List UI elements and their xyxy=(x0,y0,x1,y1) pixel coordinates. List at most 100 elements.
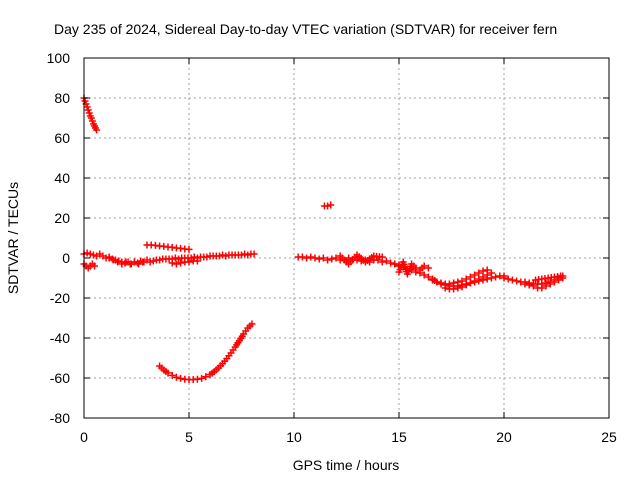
data-point xyxy=(433,278,441,286)
data-point xyxy=(424,264,432,272)
data-point xyxy=(168,259,176,267)
series-arc-f xyxy=(156,320,256,384)
data-point xyxy=(555,276,563,284)
data-point xyxy=(529,282,537,290)
plot-frame xyxy=(83,57,610,419)
data-point xyxy=(328,255,336,263)
data-point xyxy=(121,259,129,267)
data-point xyxy=(175,255,182,263)
data-point xyxy=(513,277,521,285)
data-point xyxy=(387,259,395,267)
series-arc-c xyxy=(80,260,98,272)
y-tick-label: -20 xyxy=(50,290,70,306)
data-point xyxy=(108,255,116,263)
data-point xyxy=(219,251,227,259)
data-point xyxy=(185,258,193,266)
y-tick-label: 60 xyxy=(54,130,70,146)
data-point xyxy=(238,251,245,259)
data-point xyxy=(190,253,198,261)
data-point xyxy=(168,371,176,379)
y-tick-labels: -80 -60 -40 -20 0 20 40 60 80 100 xyxy=(47,50,71,426)
data-point xyxy=(193,375,201,383)
series-arc-j xyxy=(336,251,386,268)
data-point xyxy=(91,262,98,270)
x-tick-label: 0 xyxy=(80,429,88,445)
data-point xyxy=(521,280,529,288)
data-point xyxy=(298,253,306,261)
x-tick-label: 15 xyxy=(391,429,407,445)
data-point xyxy=(471,271,479,279)
data-point xyxy=(83,249,91,257)
data-point xyxy=(118,260,126,268)
series-arc-i xyxy=(320,201,335,210)
data-point xyxy=(248,320,256,328)
data-point xyxy=(222,252,230,260)
x-tick-label: 5 xyxy=(185,429,193,445)
data-point xyxy=(450,285,458,293)
x-tick-labels: 0 5 10 15 20 25 xyxy=(80,429,617,445)
data-point xyxy=(437,279,445,287)
data-point xyxy=(466,273,474,281)
data-point xyxy=(171,254,179,262)
data-point xyxy=(462,281,470,289)
data-point xyxy=(105,254,113,262)
data-point xyxy=(177,259,185,267)
data-point xyxy=(244,251,252,259)
data-point xyxy=(164,369,172,377)
data-point xyxy=(303,254,311,262)
data-point xyxy=(412,264,420,272)
series-arc-q xyxy=(532,272,565,284)
data-point xyxy=(487,269,495,277)
data-point xyxy=(327,201,335,209)
y-tick-label: -60 xyxy=(50,370,70,386)
data-point xyxy=(319,254,327,262)
data-point xyxy=(466,279,474,287)
data-point xyxy=(391,260,399,268)
data-point xyxy=(135,260,143,268)
data-point xyxy=(93,126,101,134)
data-point xyxy=(525,281,533,289)
data-point xyxy=(250,250,258,258)
y-tick-label: 40 xyxy=(54,170,70,186)
y-tick-label: -40 xyxy=(50,330,70,346)
data-point xyxy=(504,275,512,283)
y-axis-label: SDTVAR / TECUs xyxy=(5,182,21,294)
data-point xyxy=(122,258,130,266)
data-point xyxy=(458,283,466,291)
data-point xyxy=(382,257,390,265)
axis-ticks xyxy=(83,57,610,419)
data-point xyxy=(374,256,382,264)
data-point xyxy=(500,274,508,282)
data-point xyxy=(454,284,462,292)
data-point xyxy=(420,271,428,279)
data-point xyxy=(332,254,340,262)
data-point xyxy=(557,272,565,280)
chart-title: Day 235 of 2024, Sidereal Day-to-day VTE… xyxy=(54,21,557,37)
data-point xyxy=(172,373,180,381)
data-point xyxy=(109,256,117,264)
series-arc-l xyxy=(395,258,432,278)
data-point xyxy=(538,284,546,292)
data-point xyxy=(146,258,154,266)
data-point xyxy=(130,258,138,266)
x-axis-label: GPS time / hours xyxy=(293,457,400,473)
y-tick-label: 80 xyxy=(54,90,70,106)
grid-lines xyxy=(84,58,609,418)
data-point xyxy=(345,254,353,262)
data-point xyxy=(311,254,319,262)
data-point xyxy=(475,269,483,277)
data-point xyxy=(420,262,428,270)
series-arc-n xyxy=(441,269,495,293)
data-point xyxy=(462,275,470,283)
data-point xyxy=(424,273,432,281)
data-point xyxy=(172,260,180,268)
data-point xyxy=(149,257,157,265)
data-point xyxy=(89,251,97,259)
x-tick-label: 20 xyxy=(496,429,512,445)
x-tick-label: 10 xyxy=(286,429,302,445)
data-point xyxy=(215,252,223,260)
data-point xyxy=(542,282,550,290)
series-arc-g xyxy=(168,257,201,268)
data-point xyxy=(315,255,323,263)
